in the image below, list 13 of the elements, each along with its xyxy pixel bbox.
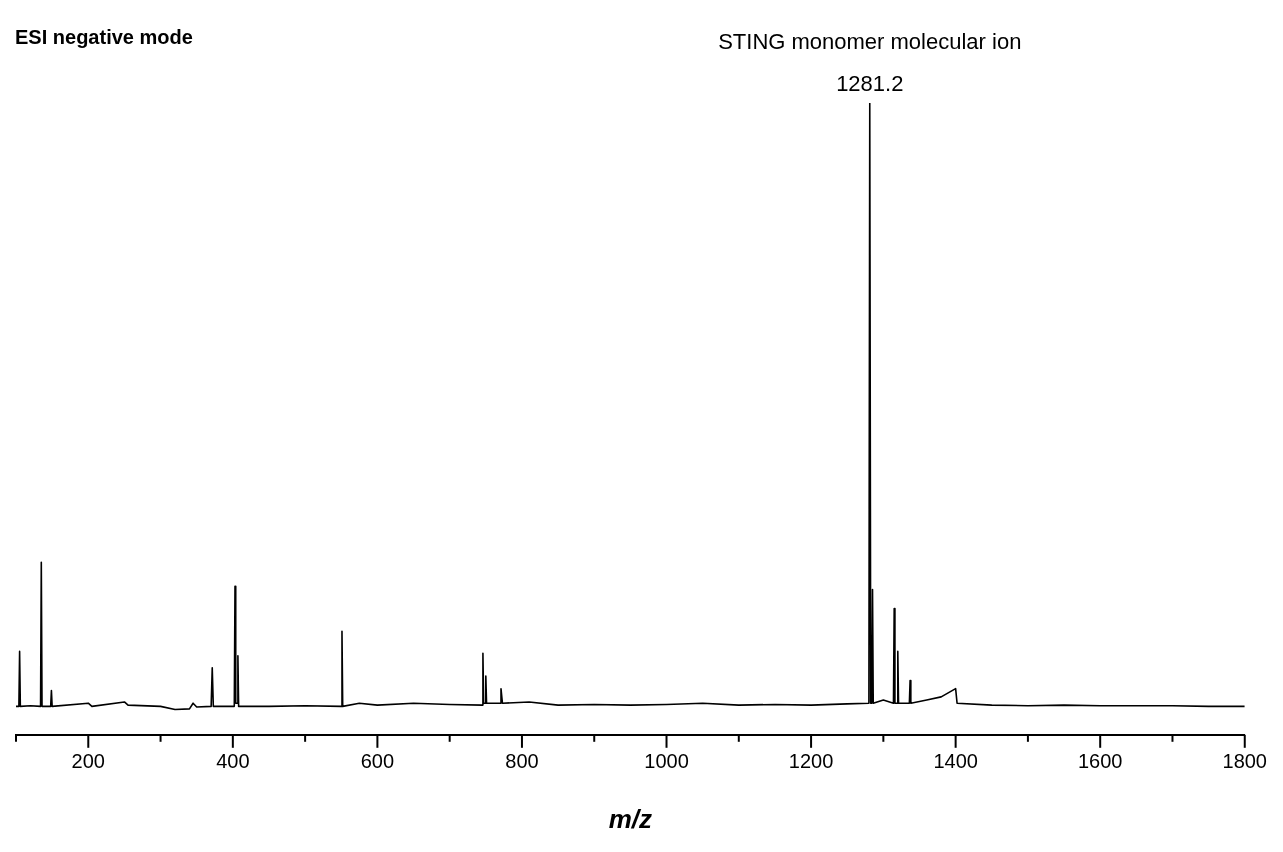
x-tick-label: 1800	[1222, 750, 1267, 773]
x-tick-label: 1000	[644, 750, 689, 773]
x-tick-label: 1600	[1077, 750, 1123, 773]
x-tick-label: 600	[360, 750, 395, 773]
x-axis-title: m/z	[608, 803, 653, 834]
annotation: STING monomer molecular ion	[718, 29, 1022, 54]
x-tick-label: 800	[505, 750, 539, 773]
x-tick-label: 1200	[788, 750, 834, 773]
annotation: 1281.2	[836, 71, 904, 96]
x-tick-label: 400	[216, 750, 250, 773]
x-tick-label: 200	[71, 750, 105, 773]
x-tick-label: 1400	[933, 750, 978, 773]
chart-title: ESI negative mode	[15, 25, 193, 48]
